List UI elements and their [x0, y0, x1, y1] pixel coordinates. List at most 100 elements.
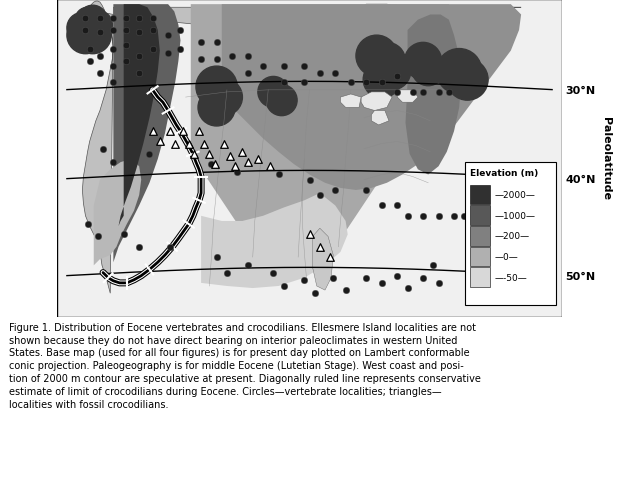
- Point: [392, 202, 402, 210]
- Polygon shape: [340, 95, 361, 108]
- Point: [134, 53, 144, 60]
- Circle shape: [75, 8, 100, 33]
- Point: [148, 128, 158, 136]
- Point: [243, 159, 253, 167]
- Point: [108, 15, 118, 23]
- Circle shape: [404, 43, 441, 80]
- Point: [148, 15, 158, 23]
- Polygon shape: [222, 5, 521, 191]
- Point: [377, 79, 387, 86]
- Point: [204, 151, 214, 158]
- Polygon shape: [191, 5, 454, 278]
- Point: [392, 73, 402, 81]
- Point: [279, 283, 288, 290]
- Point: [176, 46, 186, 53]
- Text: —1000—: —1000—: [495, 211, 535, 220]
- Point: [243, 53, 253, 60]
- Point: [95, 71, 105, 78]
- Point: [243, 262, 253, 270]
- Point: [145, 151, 155, 158]
- Point: [361, 79, 371, 86]
- Point: [134, 243, 144, 251]
- Point: [418, 213, 428, 220]
- Point: [253, 156, 263, 164]
- Point: [163, 50, 173, 58]
- Circle shape: [412, 54, 444, 86]
- Point: [82, 221, 92, 228]
- Point: [243, 71, 253, 78]
- Polygon shape: [397, 91, 418, 103]
- Text: 40°N: 40°N: [566, 174, 596, 184]
- Point: [428, 262, 438, 270]
- Point: [108, 27, 118, 35]
- Point: [305, 177, 314, 184]
- Point: [331, 187, 340, 194]
- Point: [85, 46, 95, 53]
- Point: [165, 243, 175, 251]
- Point: [119, 231, 129, 239]
- Point: [170, 140, 180, 148]
- Point: [300, 79, 310, 86]
- Point: [93, 233, 103, 241]
- Bar: [469, 268, 490, 288]
- Point: [212, 254, 222, 262]
- Point: [258, 63, 268, 71]
- Polygon shape: [405, 15, 461, 175]
- Point: [184, 140, 194, 148]
- Point: [279, 63, 288, 71]
- Bar: [465, 163, 556, 305]
- Text: Figure 1. Distribution of Eocene vertebrates and crocodilians. Ellesmere Island : Figure 1. Distribution of Eocene vertebr…: [9, 322, 481, 409]
- Point: [230, 163, 240, 171]
- Point: [108, 79, 118, 86]
- Point: [433, 89, 443, 96]
- Point: [377, 279, 387, 287]
- Circle shape: [436, 49, 482, 95]
- Point: [108, 46, 118, 53]
- Polygon shape: [82, 2, 521, 294]
- Point: [134, 15, 144, 23]
- Point: [85, 58, 95, 66]
- Point: [108, 63, 118, 71]
- Point: [207, 161, 217, 168]
- Point: [340, 287, 350, 294]
- Point: [325, 254, 335, 262]
- Polygon shape: [371, 111, 389, 126]
- Circle shape: [206, 79, 243, 117]
- Circle shape: [67, 13, 98, 44]
- Point: [305, 231, 314, 239]
- Text: —2000—: —2000—: [495, 191, 535, 200]
- Point: [300, 276, 310, 284]
- Point: [328, 274, 338, 282]
- Point: [315, 71, 325, 78]
- Bar: [469, 185, 490, 205]
- Point: [346, 79, 356, 86]
- Circle shape: [84, 12, 112, 40]
- Text: 30°N: 30°N: [566, 85, 595, 96]
- Point: [212, 56, 222, 63]
- Point: [300, 63, 310, 71]
- Point: [274, 171, 284, 179]
- Point: [155, 138, 165, 146]
- Polygon shape: [93, 160, 141, 266]
- Point: [310, 290, 319, 298]
- Circle shape: [368, 43, 405, 80]
- Point: [212, 39, 222, 47]
- Point: [232, 169, 242, 177]
- Circle shape: [74, 17, 111, 55]
- Point: [121, 15, 131, 23]
- Point: [98, 145, 108, 153]
- Bar: [469, 247, 490, 267]
- Point: [148, 27, 158, 35]
- Point: [95, 53, 105, 60]
- Point: [315, 243, 325, 251]
- Point: [444, 89, 454, 96]
- Circle shape: [196, 67, 237, 108]
- Circle shape: [363, 62, 400, 99]
- Point: [315, 192, 325, 200]
- Circle shape: [67, 17, 104, 55]
- Text: Elevation (m): Elevation (m): [469, 169, 538, 178]
- Text: —200—: —200—: [495, 232, 529, 241]
- Point: [196, 39, 206, 47]
- Point: [178, 128, 188, 136]
- Circle shape: [198, 90, 235, 127]
